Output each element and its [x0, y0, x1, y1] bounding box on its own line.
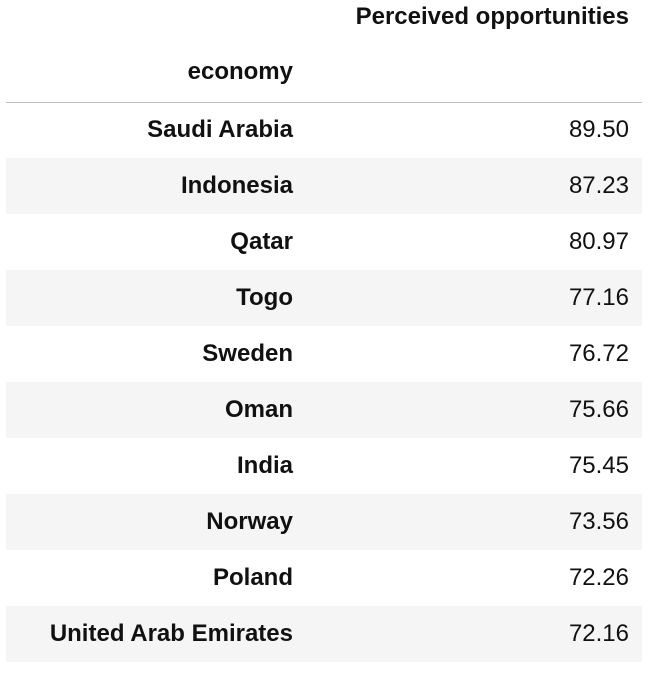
blank-corner-cell: [6, 0, 306, 42]
row-label-economy: Sweden: [202, 340, 293, 367]
row-label-economy: Oman: [224, 396, 293, 423]
table-header: Perceived opportunities economy: [6, 0, 642, 103]
column-header-perceived-opportunities: Perceived opportunities: [355, 3, 629, 30]
table-row: Togo 77.16: [6, 270, 642, 326]
table-row: Sweden 76.72: [6, 326, 642, 382]
row-label-economy: United Arab Emirates: [49, 620, 293, 647]
cell-perceived-opportunities: 77.16: [568, 284, 629, 311]
table-row: Poland 72.26: [6, 550, 642, 606]
row-label-economy: Togo: [236, 284, 293, 311]
cell-perceived-opportunities: 87.23: [568, 172, 629, 199]
row-label-economy: Saudi Arabia: [147, 116, 293, 144]
index-name-header: economy: [6, 42, 306, 103]
cell-perceived-opportunities: 72.16: [568, 620, 629, 647]
cell-perceived-opportunities: 72.26: [568, 564, 629, 591]
cell-perceived-opportunities: 76.72: [568, 340, 629, 367]
cell-perceived-opportunities: 80.97: [568, 228, 629, 255]
cell-perceived-opportunities: 75.66: [568, 396, 629, 423]
dataframe-table: Perceived opportunities economy Saudi Ar…: [6, 0, 642, 662]
blank-header-cell: [306, 42, 642, 103]
table-row: India 75.45: [6, 438, 642, 494]
table-row: Qatar 80.97: [6, 214, 642, 270]
row-label-economy: Norway: [206, 508, 293, 535]
row-label-economy: Qatar: [230, 228, 293, 255]
row-label-economy: India: [236, 452, 293, 479]
cell-perceived-opportunities: 73.56: [568, 508, 629, 535]
table-row: Indonesia 87.23: [6, 158, 642, 214]
cell-perceived-opportunities: 75.45: [568, 452, 629, 479]
cell-perceived-opportunities: 89.50: [568, 116, 629, 144]
table-body: Saudi Arabia 89.50 Indonesia 87.23 Qatar…: [6, 102, 642, 662]
row-label-economy: Indonesia: [180, 172, 293, 199]
column-header-row: Perceived opportunities: [6, 0, 642, 42]
table-row: Saudi Arabia 89.50: [6, 102, 642, 158]
table-row: Norway 73.56: [6, 494, 642, 550]
index-name-row: economy: [6, 42, 642, 103]
table-row: United Arab Emirates 72.16: [6, 606, 642, 662]
table-row: Oman 75.66: [6, 382, 642, 438]
row-label-economy: Poland: [212, 564, 293, 591]
